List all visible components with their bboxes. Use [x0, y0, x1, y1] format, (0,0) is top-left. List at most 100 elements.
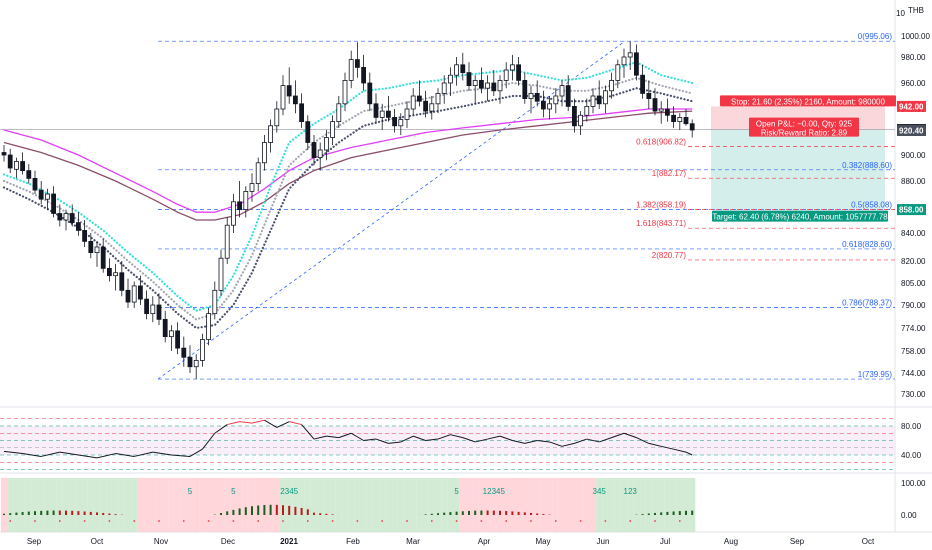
candle-down — [423, 100, 429, 112]
hist-tick-label: 100.00 — [901, 479, 926, 488]
candles — [1, 41, 695, 379]
rsi-line-segment — [276, 421, 290, 428]
rsi-line-segment — [561, 442, 575, 447]
hist-bg-band — [230, 478, 237, 532]
hist-bg-band — [372, 478, 380, 532]
rsi-line-segment — [363, 438, 377, 441]
target-label — [712, 210, 888, 222]
price-tick-label: 960.00 — [901, 79, 926, 88]
hist-bar — [517, 511, 520, 515]
hist-bar — [685, 510, 687, 515]
candle-down — [367, 82, 373, 105]
hist-dot — [282, 520, 284, 522]
candle-down — [640, 74, 645, 94]
hist-bg-band — [521, 478, 528, 532]
candle-up — [429, 103, 435, 112]
hist-bg-band — [168, 478, 175, 532]
rsi-line-segment — [375, 438, 389, 444]
rsi-line-segment — [251, 419, 265, 424]
hist-bg-band — [25, 478, 32, 532]
hist-bg-band — [441, 478, 448, 532]
time-axis[interactable]: Sep Oct Nov Dec 2021 Feb Mar Apr May Jun Jul Aug Sep… — [27, 537, 875, 546]
rsi-line-segment — [673, 448, 687, 453]
price-tick-label: 744.00 — [901, 369, 926, 378]
fib-levels[interactable]: 0(995.06) 0.618(906.82) 0.382(888.60) 1(882… — [158, 32, 895, 380]
candle-up — [509, 64, 515, 71]
hist-bar — [306, 509, 309, 515]
target-label-text: Target: 62.40 (6.78%) 6240, Amount: 1057… — [712, 213, 888, 222]
rsi-line-segment — [661, 445, 674, 450]
hist-bg-band — [484, 478, 491, 532]
candle-down — [144, 298, 150, 315]
candle-up — [45, 193, 50, 200]
candle-up — [379, 110, 385, 118]
candle-down — [26, 170, 32, 179]
hist-dot — [232, 520, 235, 522]
rsi-line-segment — [239, 421, 253, 424]
fib-level-label: 2(820.77) — [652, 251, 687, 260]
hist-bar — [52, 510, 55, 515]
candle-down — [175, 330, 181, 349]
candle-up — [131, 285, 137, 303]
candle-down — [385, 110, 391, 118]
price-tag-label: 858.00 — [899, 206, 924, 215]
hist-annotation: 5 — [454, 487, 459, 496]
hist-bg-band — [137, 478, 144, 532]
pnl-label — [749, 117, 859, 137]
candle-down — [156, 304, 162, 320]
hist-bg-band — [50, 478, 57, 532]
hist-bg-band — [379, 478, 386, 532]
hist-bg-band — [577, 478, 584, 532]
hist-bg-band — [627, 478, 634, 532]
rsi-pane[interactable]: 80.00 40.00 — [0, 418, 922, 470]
hist-dot — [604, 520, 607, 522]
hist-bar — [536, 513, 539, 515]
time-tick-label: Dec — [221, 537, 235, 546]
candle-up — [94, 246, 100, 253]
candle-up — [441, 82, 447, 94]
candle-up — [323, 137, 329, 151]
hist-bg-band — [44, 478, 51, 532]
hist-bar — [300, 507, 303, 515]
hist-bg-band — [447, 478, 454, 532]
candle-down — [596, 95, 602, 105]
candle-down — [57, 213, 63, 221]
fib-level-label: 0.618(828.60) — [842, 240, 892, 249]
candle-down — [137, 285, 143, 300]
candle-down — [646, 93, 652, 100]
hist-bar — [71, 510, 74, 515]
hist-bar — [34, 511, 36, 515]
candle-up — [447, 74, 453, 84]
hist-bar — [21, 512, 24, 515]
candle-down — [88, 240, 94, 253]
fib-level-label: 0.786(788.37) — [842, 298, 892, 307]
hist-bg-band — [527, 478, 535, 532]
hist-bg-band — [633, 478, 640, 532]
hist-annotation: 2345 — [280, 487, 298, 496]
hist-bg-band — [310, 478, 318, 532]
hist-bg-band — [552, 478, 559, 532]
currency-label: THB — [908, 6, 924, 15]
candle-up — [317, 149, 323, 158]
hist-bar — [654, 512, 656, 515]
price-axis[interactable]: 1000.00980.00960.00940.00920.00900.00880… — [897, 32, 930, 399]
rsi-line-segment — [400, 435, 414, 443]
candle-up — [63, 213, 69, 221]
price-tick-label: 730.00 — [901, 390, 926, 399]
candle-up — [435, 93, 441, 105]
rsi-line-segment — [611, 432, 625, 439]
hist-bg-band — [87, 478, 94, 532]
candle-up — [218, 257, 224, 291]
hist-bar — [89, 511, 92, 515]
hist-bar — [542, 514, 545, 515]
candle-down — [683, 117, 689, 125]
hist-bg-band — [546, 478, 553, 532]
hist-bg-band — [465, 478, 473, 532]
candle-up — [212, 289, 218, 315]
fib-level-label: 0.382(888.60) — [842, 161, 892, 170]
hist-bg-band — [19, 478, 26, 532]
histogram-pane[interactable]: 5 5 2345 5 12345 345 123 100.00 0.00 — [0, 478, 926, 532]
hist-bar — [9, 513, 12, 515]
candle-down — [187, 356, 193, 368]
